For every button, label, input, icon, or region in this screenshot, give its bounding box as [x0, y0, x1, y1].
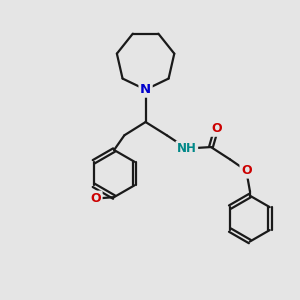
- Text: NH: NH: [177, 142, 197, 155]
- Text: O: O: [211, 122, 222, 135]
- Text: O: O: [91, 192, 101, 205]
- Text: N: N: [140, 83, 151, 96]
- Text: O: O: [241, 164, 252, 177]
